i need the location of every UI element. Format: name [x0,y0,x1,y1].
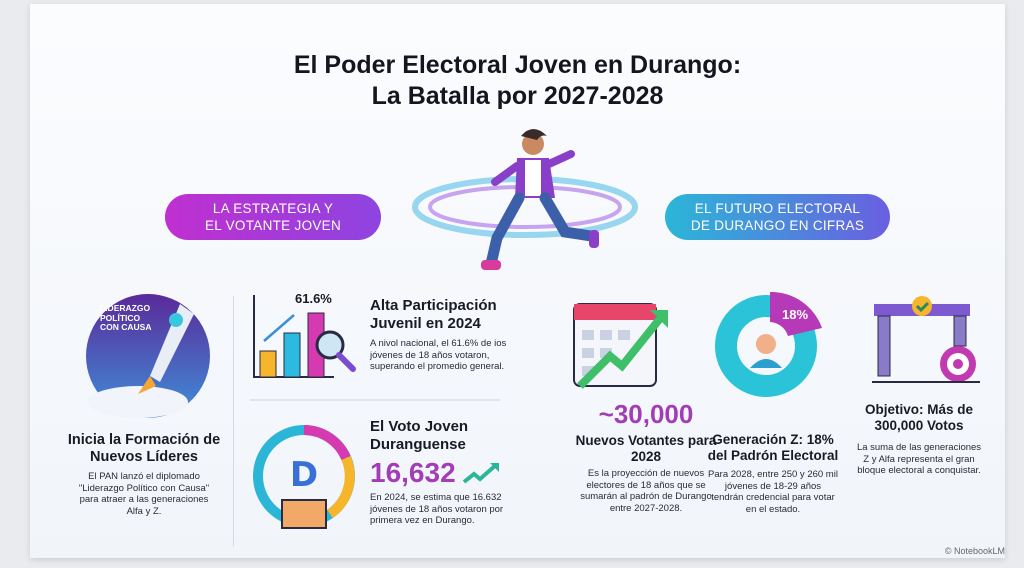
new-voters-number: ~30,000 [598,399,694,429]
participation-block: Alta Participación Juvenil en 2024 A niv… [370,297,550,373]
young-vote-heading: El Voto Joven Duranguense [370,418,469,453]
young-vote-block: El Voto Joven Duranguense 16,632 En 2024… [370,418,540,527]
young-vote-body: En 2024, se estima que 16.632 jóvenes de… [370,492,504,526]
goal-gate-target-icon [872,296,980,383]
gen-z-heading: Generación Z: 18% del Padrón Electoral [707,432,839,463]
participation-heading: Alta Participación Juvenil en 2024 [370,297,497,332]
young-vote-number: 16,632 [370,457,456,488]
rocket-badge-icon [86,294,210,418]
infographic-card: El Poder Electoral Joven en Durango: La … [30,4,1005,558]
footer-credit: © NotebookLM [944,546,1005,556]
running-youth-illustration [412,129,638,270]
new-voters-block: ~30,000 Nuevos Votantes para 2028 Es la … [566,398,726,514]
pill-line: LA ESTRATEGIA Y [212,201,334,216]
trend-up-arrow-icon [462,463,499,484]
goal-heading: Objetivo: Más de 300,000 Votos [864,402,974,433]
calendar-growth-icon [573,303,668,389]
new-voters-body: Es la proyección de nuevos electores de … [580,468,712,514]
section-pill-strategy: LA ESTRATEGIA Y EL VOTANTE JOVEN [165,194,381,240]
title-line-2: La Batalla por 2027-2028 [371,82,664,110]
young-vote-number-row: 16,632 [370,456,540,490]
gen-z-donut-chart [715,291,822,397]
pill-line: EL FUTURO ELECTORAL [694,201,861,216]
column-divider [233,296,234,546]
title-line-1: El Poder Electoral Joven en Durango: [293,51,742,79]
pill-line: EL VOTANTE JOVEN [204,218,342,233]
row-divider [250,399,500,401]
gen-z-body: Para 2028, entre 250 y 260 mil jóvenes d… [708,469,838,515]
pill-line: DE DURANGO EN CIFRAS [690,218,865,233]
leaders-heading: Inicia la Formación de Nuevos Líderes [67,432,221,465]
bar-chart-magnifier-icon [253,295,356,378]
rocket-badge-text: LIDERAZGO POLÍTICO CON CAUSA [100,303,152,332]
leaders-block: Inicia la Formación de Nuevos Líderes El… [58,432,230,517]
gen-z-block: Generación Z: 18% del Padrón Electoral P… [702,432,844,515]
donut-label: 18% [782,307,809,322]
leaders-body: El PAN lanzó el diplomado "Liderazgo Pol… [78,471,210,517]
donut-slice-gen-z [770,291,822,336]
ballot-donut-icon: D [253,425,355,529]
goal-body: La suma de las generaciones Z y Alfa rep… [856,442,982,476]
participation-body: A nivol nacional, el 61.6% de ios jóvene… [370,338,507,372]
svg-text:D: D [290,455,318,495]
page-title: El Poder Electoral Joven en Durango: La … [30,50,1005,112]
chart-value-label: 61.6% [295,291,332,306]
section-pill-future: EL FUTURO ELECTORAL DE DURANGO EN CIFRAS [665,194,890,240]
new-voters-heading: Nuevos Votantes para 2028 [575,433,717,464]
goal-block: Objetivo: Más de 300,000 Votos La suma d… [848,402,990,477]
